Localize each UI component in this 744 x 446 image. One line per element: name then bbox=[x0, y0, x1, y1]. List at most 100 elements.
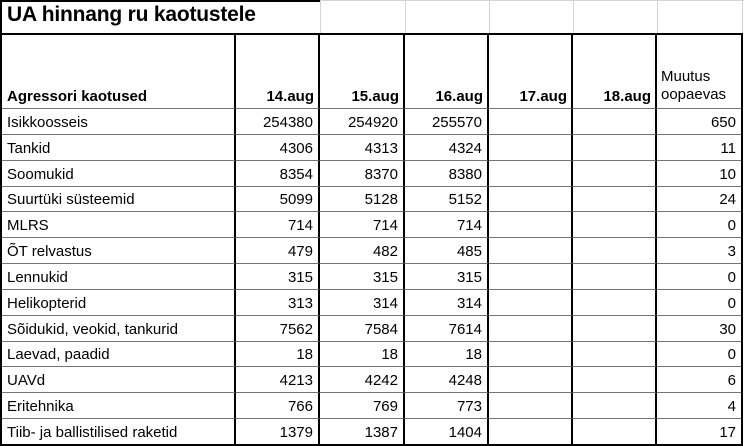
value-cell[interactable] bbox=[489, 340, 573, 367]
header-cell-label[interactable]: Agressori kaotused bbox=[2, 35, 236, 108]
value-cell[interactable]: 766 bbox=[236, 392, 320, 419]
row-label-cell[interactable]: Lennukid bbox=[2, 263, 236, 289]
value-cell[interactable]: 4306 bbox=[236, 133, 320, 160]
value-cell[interactable] bbox=[573, 288, 657, 315]
value-cell[interactable] bbox=[573, 237, 657, 264]
header-cell-date-1[interactable]: 14.aug bbox=[236, 35, 320, 108]
value-cell[interactable] bbox=[489, 185, 573, 212]
value-cell[interactable]: 18 bbox=[320, 340, 405, 367]
value-cell[interactable]: 315 bbox=[320, 263, 405, 289]
sheet-gridline bbox=[405, 0, 406, 33]
value-cell[interactable] bbox=[573, 263, 657, 289]
value-cell[interactable] bbox=[489, 392, 573, 419]
value-cell[interactable]: 8370 bbox=[320, 159, 405, 186]
value-cell[interactable]: 482 bbox=[320, 237, 405, 264]
value-cell[interactable]: 4248 bbox=[405, 366, 489, 393]
row-label-cell[interactable]: UAVd bbox=[2, 366, 236, 393]
row-label-cell[interactable]: Eritehnika bbox=[2, 392, 236, 419]
change-cell[interactable]: 24 bbox=[657, 185, 741, 212]
value-cell[interactable] bbox=[489, 314, 573, 341]
header-cell-date-3[interactable]: 16.aug bbox=[405, 35, 489, 108]
change-cell[interactable]: 650 bbox=[657, 108, 741, 134]
change-cell[interactable]: 11 bbox=[657, 133, 741, 160]
row-label-cell[interactable]: Tankid bbox=[2, 133, 236, 160]
change-cell[interactable]: 10 bbox=[657, 159, 741, 186]
change-cell[interactable]: 3 bbox=[657, 237, 741, 263]
row-label-cell[interactable]: Helikopterid bbox=[2, 288, 236, 315]
value-cell[interactable]: 313 bbox=[236, 288, 320, 315]
value-cell[interactable]: 18 bbox=[236, 340, 320, 367]
value-cell[interactable] bbox=[489, 366, 573, 393]
row-label-cell[interactable]: Sõidukid, veokid, tankurid bbox=[2, 314, 236, 341]
value-cell[interactable]: 1387 bbox=[320, 418, 405, 444]
change-cell[interactable]: 4 bbox=[657, 392, 741, 418]
row-label-cell[interactable]: Suurtüki süsteemid bbox=[2, 185, 236, 212]
value-cell[interactable]: 254920 bbox=[320, 108, 405, 134]
value-cell[interactable] bbox=[573, 185, 657, 212]
value-cell[interactable] bbox=[489, 418, 573, 444]
value-cell[interactable]: 714 bbox=[405, 211, 489, 238]
value-cell[interactable]: 315 bbox=[405, 263, 489, 289]
row-label-cell[interactable]: Tiib- ja ballistilised raketid bbox=[2, 418, 236, 444]
value-cell[interactable] bbox=[489, 263, 573, 289]
value-cell[interactable]: 314 bbox=[320, 288, 405, 315]
value-cell[interactable]: 714 bbox=[320, 211, 405, 238]
value-cell[interactable]: 714 bbox=[236, 211, 320, 238]
value-cell[interactable]: 4242 bbox=[320, 366, 405, 393]
change-cell[interactable]: 17 bbox=[657, 418, 741, 444]
value-cell[interactable]: 5099 bbox=[236, 185, 320, 212]
value-cell[interactable]: 4313 bbox=[320, 133, 405, 160]
value-cell[interactable] bbox=[489, 237, 573, 264]
value-cell[interactable]: 769 bbox=[320, 392, 405, 419]
value-cell[interactable]: 8380 bbox=[405, 159, 489, 186]
value-cell[interactable]: 485 bbox=[405, 237, 489, 264]
value-cell[interactable] bbox=[573, 211, 657, 238]
change-cell[interactable]: 0 bbox=[657, 211, 741, 237]
header-cell-date-5[interactable]: 18.aug bbox=[573, 35, 657, 108]
row-label-cell[interactable]: Laevad, paadid bbox=[2, 340, 236, 367]
change-cell[interactable]: 6 bbox=[657, 366, 741, 392]
header-cell-change[interactable]: Muutus oopaevas bbox=[657, 35, 741, 108]
value-cell[interactable]: 7614 bbox=[405, 314, 489, 341]
value-cell[interactable] bbox=[489, 211, 573, 238]
value-cell[interactable] bbox=[573, 108, 657, 134]
value-cell[interactable]: 5152 bbox=[405, 185, 489, 212]
value-cell[interactable]: 4213 bbox=[236, 366, 320, 393]
change-cell[interactable]: 0 bbox=[657, 340, 741, 367]
value-cell[interactable]: 4324 bbox=[405, 133, 489, 160]
value-cell[interactable]: 315 bbox=[236, 263, 320, 289]
value-cell[interactable] bbox=[489, 108, 573, 134]
value-cell[interactable] bbox=[573, 340, 657, 367]
header-cell-date-2[interactable]: 15.aug bbox=[320, 35, 405, 108]
value-cell[interactable]: 1404 bbox=[405, 418, 489, 444]
value-cell[interactable] bbox=[489, 133, 573, 160]
value-cell[interactable]: 7584 bbox=[320, 314, 405, 341]
value-cell[interactable]: 479 bbox=[236, 237, 320, 264]
value-cell[interactable] bbox=[573, 366, 657, 393]
value-cell[interactable]: 7562 bbox=[236, 314, 320, 341]
value-cell[interactable] bbox=[489, 288, 573, 315]
value-cell[interactable]: 254380 bbox=[236, 108, 320, 134]
value-cell[interactable]: 5128 bbox=[320, 185, 405, 212]
sheet-gridline bbox=[573, 0, 574, 33]
value-cell[interactable] bbox=[573, 159, 657, 186]
row-label-cell[interactable]: ÕT relvastus bbox=[2, 237, 236, 264]
change-cell[interactable]: 30 bbox=[657, 314, 741, 341]
value-cell[interactable] bbox=[573, 314, 657, 341]
value-cell[interactable]: 1379 bbox=[236, 418, 320, 444]
value-cell[interactable]: 314 bbox=[405, 288, 489, 315]
value-cell[interactable] bbox=[573, 133, 657, 160]
change-cell[interactable]: 0 bbox=[657, 288, 741, 315]
value-cell[interactable]: 18 bbox=[405, 340, 489, 367]
change-cell[interactable]: 0 bbox=[657, 263, 741, 289]
value-cell[interactable] bbox=[489, 159, 573, 186]
value-cell[interactable] bbox=[573, 418, 657, 444]
header-cell-date-4[interactable]: 17.aug bbox=[489, 35, 573, 108]
value-cell[interactable]: 255570 bbox=[405, 108, 489, 134]
value-cell[interactable]: 8354 bbox=[236, 159, 320, 186]
value-cell[interactable] bbox=[573, 392, 657, 419]
row-label-cell[interactable]: MLRS bbox=[2, 211, 236, 238]
row-label-cell[interactable]: Soomukid bbox=[2, 159, 236, 186]
value-cell[interactable]: 773 bbox=[405, 392, 489, 419]
row-label-cell[interactable]: Isikkoosseis bbox=[2, 108, 236, 134]
